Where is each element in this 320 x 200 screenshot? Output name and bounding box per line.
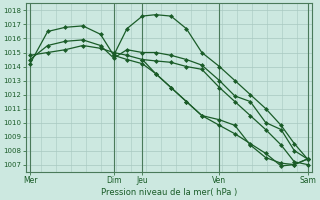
X-axis label: Pression niveau de la mer( hPa ): Pression niveau de la mer( hPa ) [101,188,237,197]
